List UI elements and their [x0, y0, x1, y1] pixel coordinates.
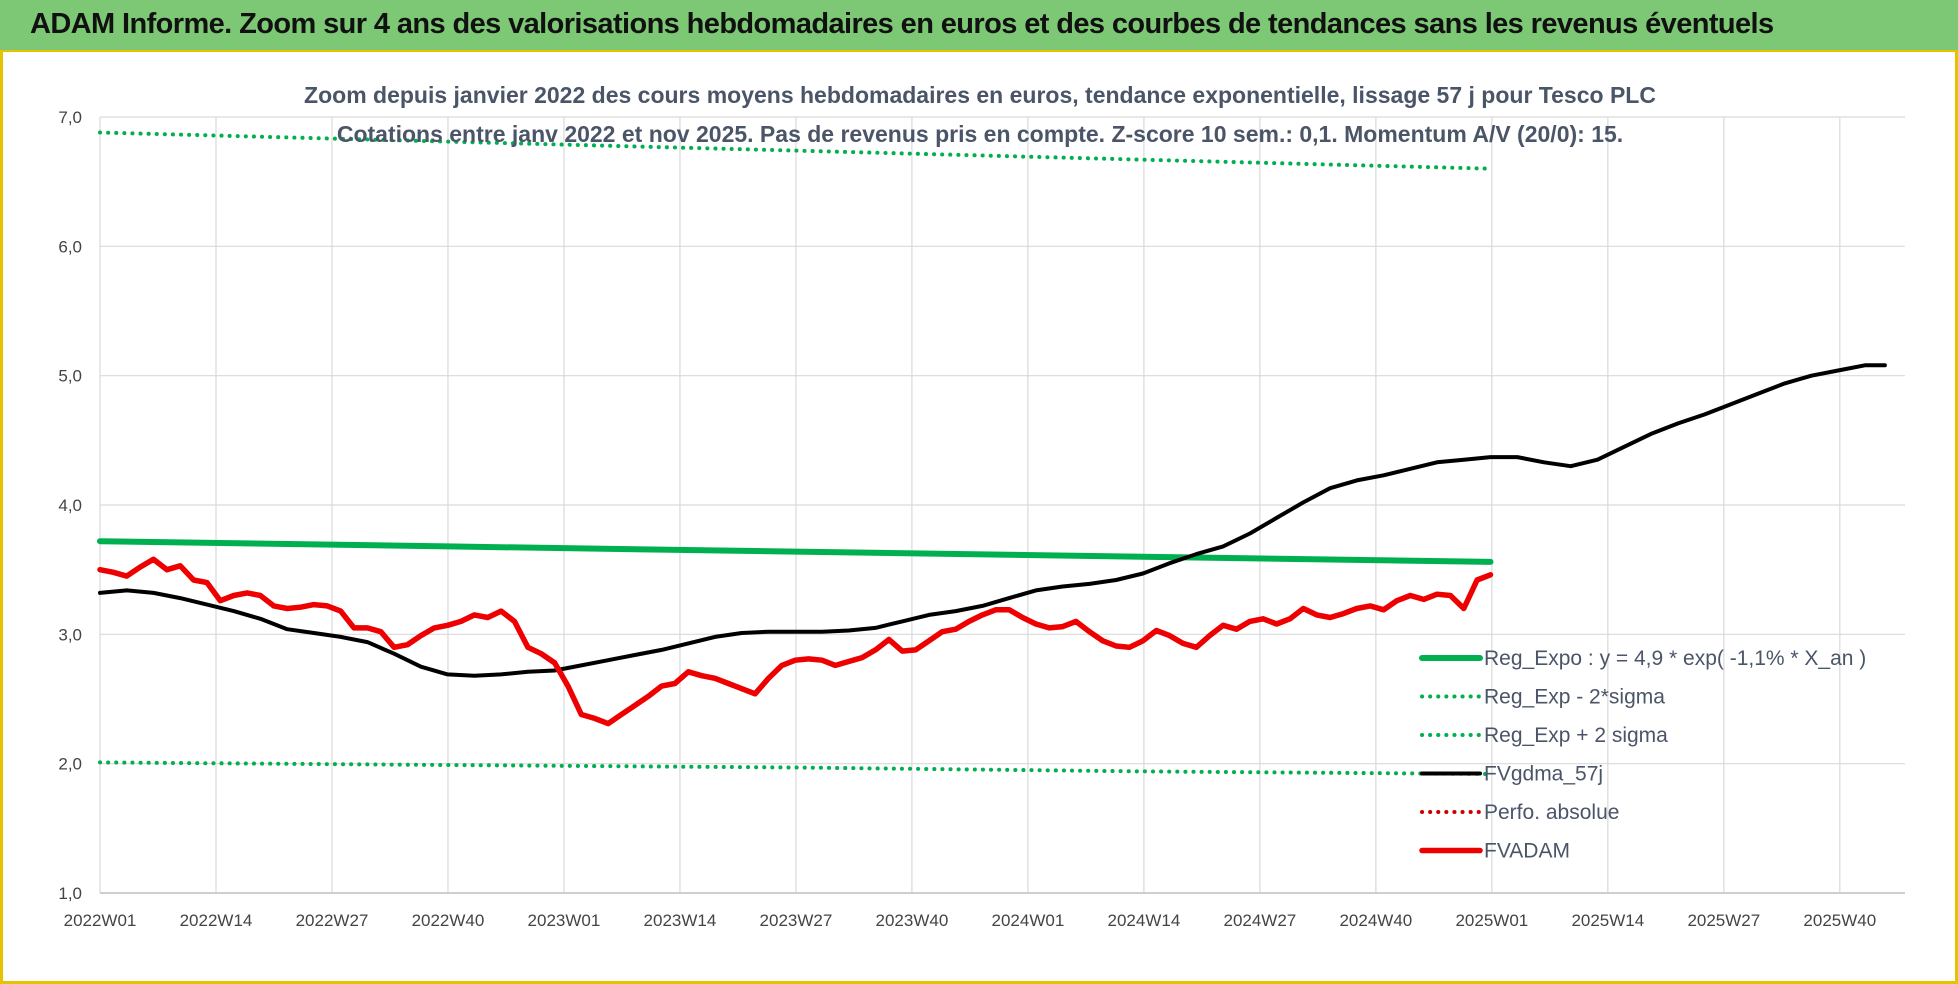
chart-frame [0, 52, 1958, 984]
y-tick-label: 2,0 [58, 755, 82, 774]
y-tick-label: 3,0 [58, 625, 82, 644]
chart-legend: Reg_Expo : y = 4,9 * exp( -1,1% * X_an )… [1419, 647, 1866, 863]
x-tick-label: 2025W27 [1687, 911, 1760, 930]
x-tick-label: 2024W40 [1339, 911, 1412, 930]
legend-label-5: FVADAM [1484, 840, 1570, 863]
x-tick-label: 2022W40 [412, 911, 485, 930]
report-title: ADAM Informe. Zoom sur 4 ans des valoris… [30, 8, 1774, 40]
x-tick-label: 2023W01 [528, 911, 601, 930]
legend-label-2: Reg_Exp + 2 sigma [1484, 724, 1668, 747]
x-tick-label: 2024W14 [1108, 911, 1181, 930]
legend-label-4: Perfo. absolue [1484, 801, 1619, 824]
series-line-3 [98, 363, 1887, 678]
x-tick-label: 2025W40 [1803, 911, 1876, 930]
chart-title-line2: Cotations entre janv 2022 et nov 2025. P… [337, 121, 1623, 147]
report-banner: ADAM Informe. Zoom sur 4 ans des valoris… [0, 0, 1958, 52]
series-line-2 [98, 130, 1493, 171]
x-tick-label: 2022W01 [64, 911, 137, 930]
x-tick-label: 2023W27 [760, 911, 833, 930]
x-tick-label: 2023W40 [876, 911, 949, 930]
y-tick-label: 5,0 [58, 367, 82, 386]
y-tick-label: 4,0 [58, 496, 82, 515]
x-tick-label: 2025W14 [1571, 911, 1644, 930]
x-tick-label: 2022W14 [180, 911, 253, 930]
x-tick-label: 2025W01 [1455, 911, 1528, 930]
legend-label-0: Reg_Expo : y = 4,9 * exp( -1,1% * X_an ) [1484, 647, 1866, 670]
x-tick-label: 2022W27 [296, 911, 369, 930]
y-tick-label: 1,0 [58, 884, 82, 903]
y-tick-label: 6,0 [58, 237, 82, 256]
chart-series [97, 130, 1887, 776]
chart-grid [99, 116, 1905, 893]
y-tick-label: 7,0 [58, 108, 82, 127]
x-axis-ticks: 2022W01 2022W14 2022W27 2022W40 2023W01 2023W… [64, 911, 1877, 930]
y-axis-ticks: 1,0 2,0 3,0 4,0 5,0 6,0 7,0 [58, 108, 82, 903]
chart-title-line1: Zoom depuis janvier 2022 des cours moyen… [304, 82, 1656, 108]
legend-label-3: FVgdma_57j [1484, 763, 1603, 786]
series-line-5 [97, 556, 1494, 727]
x-tick-label: 2024W27 [1223, 911, 1296, 930]
series-line-1 [98, 760, 1493, 776]
x-tick-label: 2023W14 [644, 911, 717, 930]
series-line-0 [97, 538, 1494, 565]
legend-label-1: Reg_Exp - 2*sigma [1484, 686, 1665, 709]
x-tick-label: 2024W01 [992, 911, 1065, 930]
